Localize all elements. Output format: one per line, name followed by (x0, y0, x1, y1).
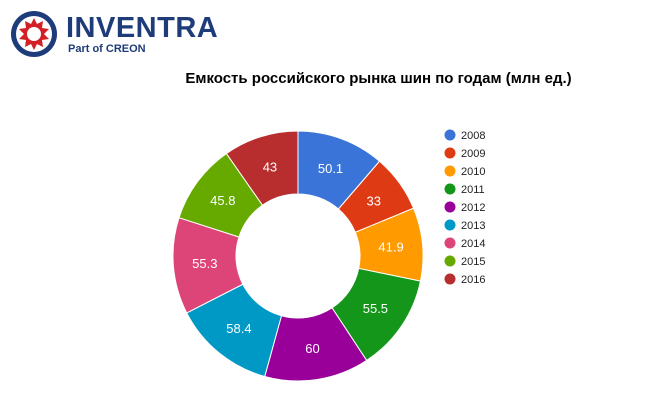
gear-star-icon (11, 11, 57, 57)
legend-marker-2016 (444, 273, 456, 285)
logo: INVENTRA Part of CREON (10, 10, 230, 58)
logo-name: INVENTRA (66, 12, 219, 44)
slice-label-2016: 43 (263, 159, 277, 174)
legend-marker-2008 (444, 129, 456, 141)
legend-marker-2010 (444, 165, 456, 177)
slice-label-2011: 55.5 (363, 301, 388, 316)
chart-title: Емкость российского рынка шин по годам (… (185, 70, 572, 87)
slice-2016[interactable] (225, 130, 299, 206)
slice-label-2012: 60 (305, 341, 319, 356)
legend-marker-2013 (444, 219, 456, 231)
legend-label-2016[interactable]: 2016 (461, 274, 485, 286)
legend-label-2013[interactable]: 2013 (461, 220, 485, 232)
legend-marker-2012 (444, 201, 456, 213)
legend-marker-2014 (444, 237, 456, 249)
legend-marker-2015 (444, 255, 456, 267)
slice-label-2009: 33 (367, 194, 381, 209)
legend-label-2009[interactable]: 2009 (461, 148, 485, 160)
legend-label-2015[interactable]: 2015 (461, 256, 485, 268)
legend-marker-2011 (444, 183, 456, 195)
legend-label-2008[interactable]: 2008 (461, 130, 485, 142)
legend: 2008 2009 2010 2011 2012 2013 2014 2015 2016 (444, 129, 485, 286)
legend-label-2010[interactable]: 2010 (461, 166, 485, 178)
slice-labels-group: 50.1 33 41.9 55.5 60 58.4 55.3 45.8 43 (192, 159, 404, 356)
slices-group (172, 130, 424, 382)
slice-label-2013: 58.4 (226, 321, 251, 336)
slice-label-2014: 55.3 (192, 256, 217, 271)
legend-label-2012[interactable]: 2012 (461, 202, 485, 214)
slice-label-2008: 50.1 (318, 161, 343, 176)
legend-label-2014[interactable]: 2014 (461, 238, 485, 250)
slice-label-2015: 45.8 (210, 193, 235, 208)
slice-label-2010: 41.9 (378, 240, 403, 255)
legend-marker-2009 (444, 147, 456, 159)
legend-label-2011[interactable]: 2011 (461, 184, 485, 196)
logo-subtitle: Part of CREON (68, 43, 146, 55)
